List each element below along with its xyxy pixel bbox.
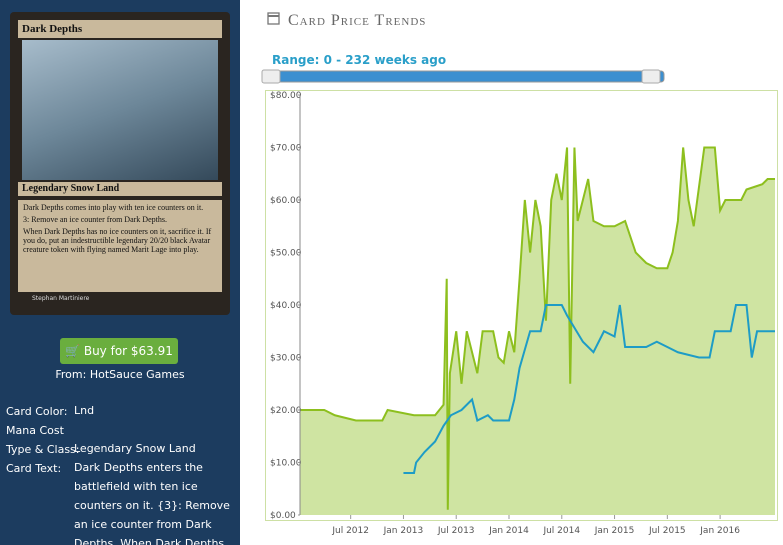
detail-label: Card Color:	[6, 405, 68, 418]
line	[300, 146, 775, 510]
x-tick-label: Jan 2013	[383, 526, 424, 536]
seller: From: HotSauce Games	[55, 368, 185, 381]
calendar-icon	[267, 12, 280, 25]
line	[403, 304, 775, 474]
buy-label[interactable]: Buy for $63.91	[83, 344, 173, 358]
x-tick-label: Jan 2015	[594, 526, 635, 536]
x-tick-label: Jul 2015	[648, 526, 686, 536]
card-panel: Dark Depths Legendary Snow Land Dark Dep…	[0, 0, 240, 545]
y-tick-label: $30.00	[270, 354, 302, 364]
detail-label: Card Text:	[6, 462, 62, 475]
rule: Dark Depths comes into play with ten ice…	[23, 203, 204, 212]
card-type: Legendary Snow Land	[18, 182, 222, 196]
y-tick-label: $60.00	[270, 196, 302, 206]
detail-label: Type & Class:	[6, 443, 80, 456]
card-image: Dark Depths Legendary Snow Land Dark Dep…	[10, 12, 230, 315]
slider-handle[interactable]	[261, 69, 281, 84]
y-tick-label: $10.00	[270, 459, 302, 469]
x-tick-label: Jan 2014	[488, 526, 529, 536]
y-tick-label: $0.00	[270, 511, 296, 521]
slider-track[interactable]	[261, 70, 665, 83]
detail-value: Legendary Snow Land	[74, 442, 196, 455]
detail-value: Dark Depths enters the battlefield with …	[74, 461, 230, 545]
x-tick-label: Jul 2014	[542, 526, 580, 536]
artist: Stephan Martiniere	[32, 295, 90, 302]
section-title: Card Price Trends	[288, 12, 426, 29]
card-art	[22, 40, 218, 180]
x-tick-label: Jul 2012	[331, 526, 369, 536]
card-name: Dark Depths	[18, 20, 222, 38]
detail-label: Mana Cost	[6, 424, 64, 437]
detail-value: Lnd	[74, 404, 95, 417]
y-tick-label: $50.00	[270, 249, 302, 259]
rule: 3: Remove an ice counter from Dark Depth…	[23, 215, 167, 224]
y-tick-label: $20.00	[270, 406, 302, 416]
range-label: Range: 0 - 232 weeks ago	[272, 53, 446, 67]
y-tick-label: $80.00	[270, 91, 302, 101]
card-rules: Dark Depths comes into play with ten ice…	[18, 200, 222, 292]
x-tick-label: Jan 2016	[699, 526, 740, 536]
y-tick-label: $40.00	[270, 301, 302, 311]
buy-button[interactable]: 🛒 Buy for $63.91	[60, 338, 178, 364]
y-tick-label: $70.00	[270, 144, 302, 154]
x-tick-label: Jul 2013	[437, 526, 475, 536]
rule: When Dark Depths has no ice counters on …	[23, 227, 212, 254]
slider-handle[interactable]	[641, 69, 661, 84]
